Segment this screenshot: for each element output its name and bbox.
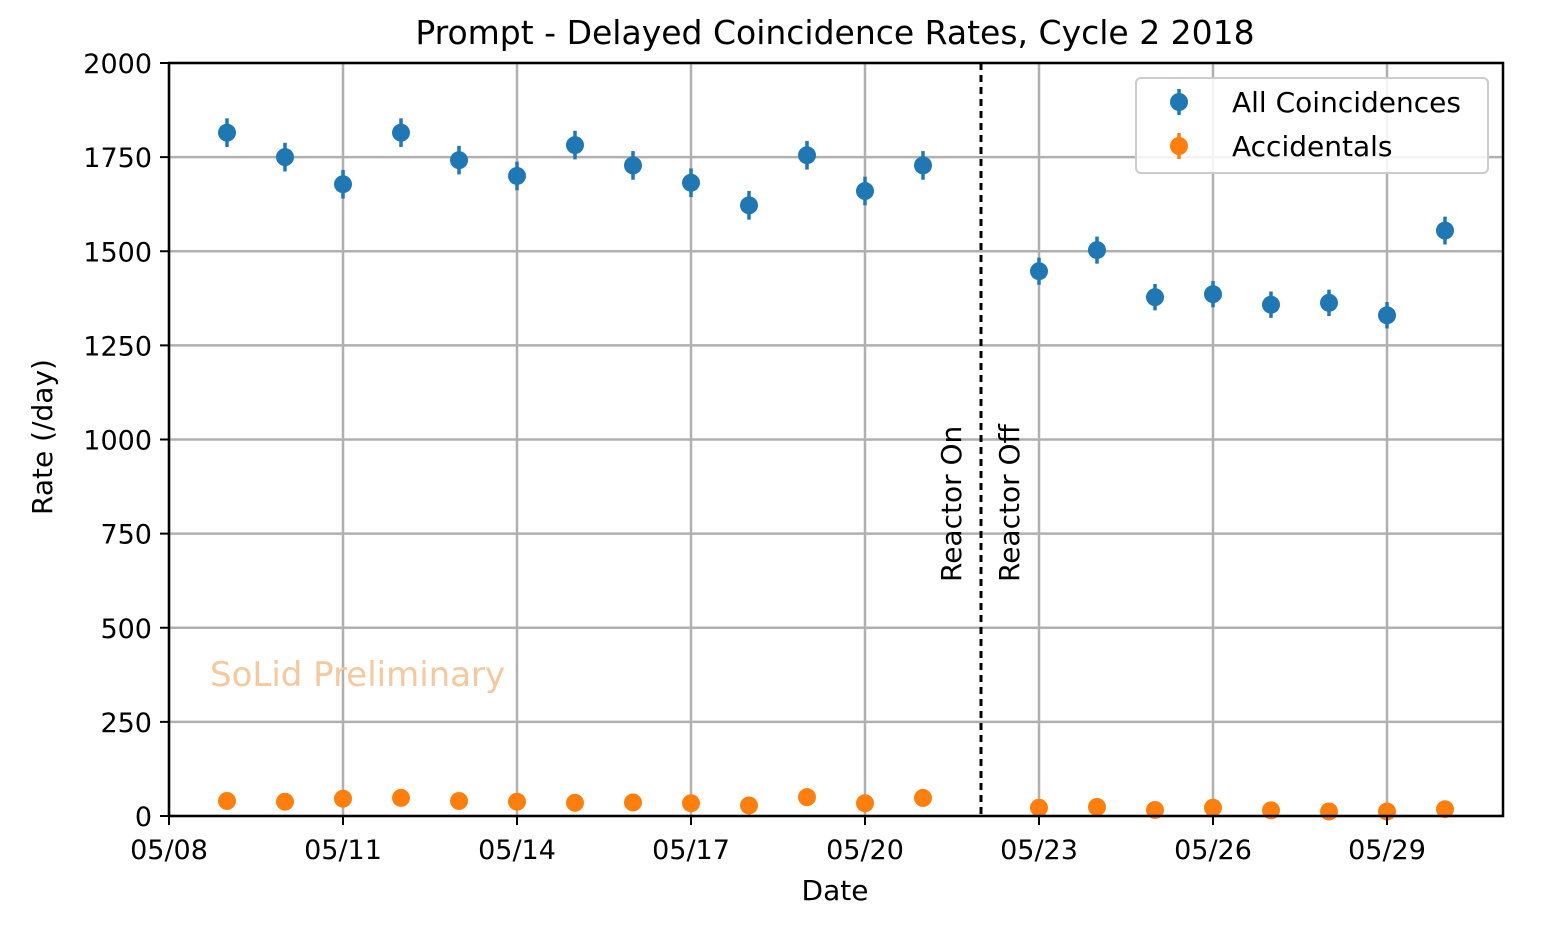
data-point [682, 173, 700, 192]
data-point [798, 146, 816, 165]
data-point [1088, 241, 1106, 260]
data-point [914, 788, 932, 807]
data-point [450, 151, 468, 170]
y-tick-label: 0 [135, 802, 152, 833]
reactor-on-label: Reactor On [935, 426, 968, 582]
data-point [450, 791, 468, 810]
series-layer [218, 118, 1454, 821]
x-tick-label: 05/26 [1174, 835, 1252, 866]
data-point [1204, 798, 1222, 817]
data-point [856, 794, 874, 813]
data-point [276, 792, 294, 811]
legend: All Coincidences Accidentals [1135, 77, 1489, 174]
data-point [740, 796, 758, 815]
data-point [624, 793, 642, 812]
y-tick-label: 750 [100, 520, 152, 551]
data-point [914, 156, 932, 175]
data-point [798, 788, 816, 807]
legend-label: All Coincidences [1232, 86, 1461, 119]
data-point [624, 156, 642, 175]
chart-title: Prompt - Delayed Coincidence Rates, Cycl… [415, 13, 1254, 52]
x-tick-label: 05/17 [652, 835, 730, 866]
x-tick-label: 05/23 [1000, 835, 1078, 866]
reactor-off-label: Reactor Off [993, 423, 1026, 582]
y-tick-label: 1500 [83, 237, 152, 268]
data-point [392, 788, 410, 807]
data-point [1262, 295, 1280, 314]
data-point [1378, 306, 1396, 325]
data-point [334, 789, 352, 808]
x-tick-label: 05/29 [1348, 835, 1426, 866]
legend-label: Accidentals [1232, 130, 1392, 163]
data-point [1146, 800, 1164, 819]
data-point [1088, 797, 1106, 816]
data-point [1030, 798, 1048, 817]
series-all-coincidences [218, 118, 1454, 329]
y-tick-label: 1250 [83, 331, 152, 362]
x-tick-label: 05/14 [478, 835, 556, 866]
data-point [276, 148, 294, 167]
x-tick-label: 05/11 [304, 835, 382, 866]
y-tick-label: 500 [100, 614, 152, 645]
data-point [1436, 221, 1454, 240]
y-tick-label: 250 [100, 708, 152, 739]
y-axis-label: Rate (/day) [26, 359, 59, 515]
y-tick-label: 2000 [83, 49, 152, 80]
data-point [392, 123, 410, 142]
data-point [856, 182, 874, 201]
data-point [1204, 285, 1222, 304]
data-point [218, 791, 236, 810]
data-point [1320, 293, 1338, 312]
y-tick-label: 1750 [83, 143, 152, 174]
data-point [1320, 802, 1338, 821]
legend-marker [1170, 137, 1188, 155]
watermark-text: SoLid Preliminary [210, 655, 505, 695]
data-point [566, 136, 584, 155]
data-point [1030, 262, 1048, 281]
x-tick-label: 05/20 [826, 835, 904, 866]
axis-ticks: 0 250 500 750 1000 1250 1500 1750 2000 05/08 05/11… [83, 49, 1426, 866]
data-point [682, 794, 700, 813]
legend-marker [1170, 93, 1188, 111]
data-point [1146, 288, 1164, 307]
data-point [1436, 800, 1454, 819]
y-tick-label: 1000 [83, 426, 152, 457]
data-point [566, 793, 584, 812]
series-accidentals [218, 788, 1454, 821]
data-point [508, 792, 526, 811]
x-tick-label: 05/08 [130, 835, 208, 866]
data-point [218, 123, 236, 142]
data-point [508, 166, 526, 185]
legend-box [1135, 77, 1489, 174]
x-axis-label: Date [802, 874, 869, 907]
data-point [334, 175, 352, 194]
data-point [740, 196, 758, 215]
annotations: Reactor On Reactor Off SoLid Preliminary [210, 63, 1026, 816]
